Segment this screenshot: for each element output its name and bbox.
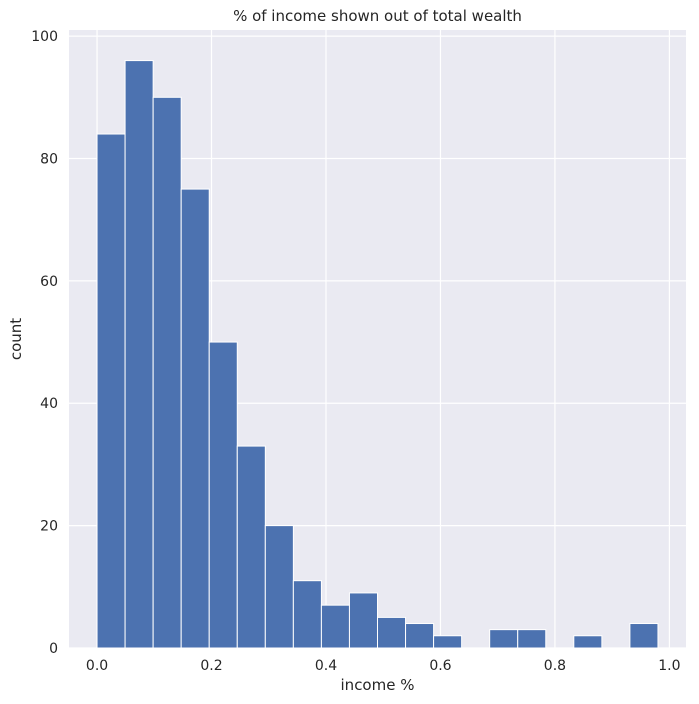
histogram-bar — [320, 604, 350, 649]
y-axis-title: count — [7, 318, 25, 360]
histogram-bar — [264, 525, 294, 649]
y-tick-label: 80 — [40, 151, 58, 167]
x-tick-label: 1.0 — [658, 658, 680, 674]
y-axis-ticks: 0 20 40 60 80 100 — [31, 29, 58, 657]
histogram-bar — [573, 635, 603, 649]
histogram-bar — [152, 96, 182, 649]
y-tick-label: 40 — [40, 396, 58, 412]
x-axis-ticks: 0.0 0.2 0.4 0.6 0.8 1.0 — [86, 658, 681, 674]
histogram-bar — [517, 629, 547, 649]
histogram-bar — [629, 623, 659, 649]
x-tick-label: 0.8 — [544, 658, 566, 674]
histogram-bar — [377, 616, 407, 649]
y-tick-label: 60 — [40, 274, 58, 290]
histogram-bar — [292, 580, 322, 649]
x-tick-label: 0.2 — [200, 658, 222, 674]
x-tick-label: 0.6 — [429, 658, 451, 674]
histogram-bar — [96, 133, 126, 649]
histogram-bars — [96, 60, 659, 649]
y-tick-label: 100 — [31, 29, 58, 45]
histogram-bar — [124, 60, 154, 649]
histogram-bar — [405, 623, 435, 649]
histogram-bar — [180, 188, 210, 649]
x-axis-title: income % — [341, 676, 415, 694]
y-tick-label: 0 — [49, 641, 58, 657]
x-tick-label: 0.4 — [315, 658, 337, 674]
x-tick-label: 0.0 — [86, 658, 108, 674]
histogram-bar — [236, 445, 266, 649]
histogram-bar — [489, 629, 519, 649]
histogram-bar — [208, 341, 238, 649]
histogram-bar — [433, 635, 463, 649]
y-tick-label: 20 — [40, 519, 58, 535]
chart-title: % of income shown out of total wealth — [233, 7, 522, 25]
histogram-bar — [348, 592, 379, 649]
